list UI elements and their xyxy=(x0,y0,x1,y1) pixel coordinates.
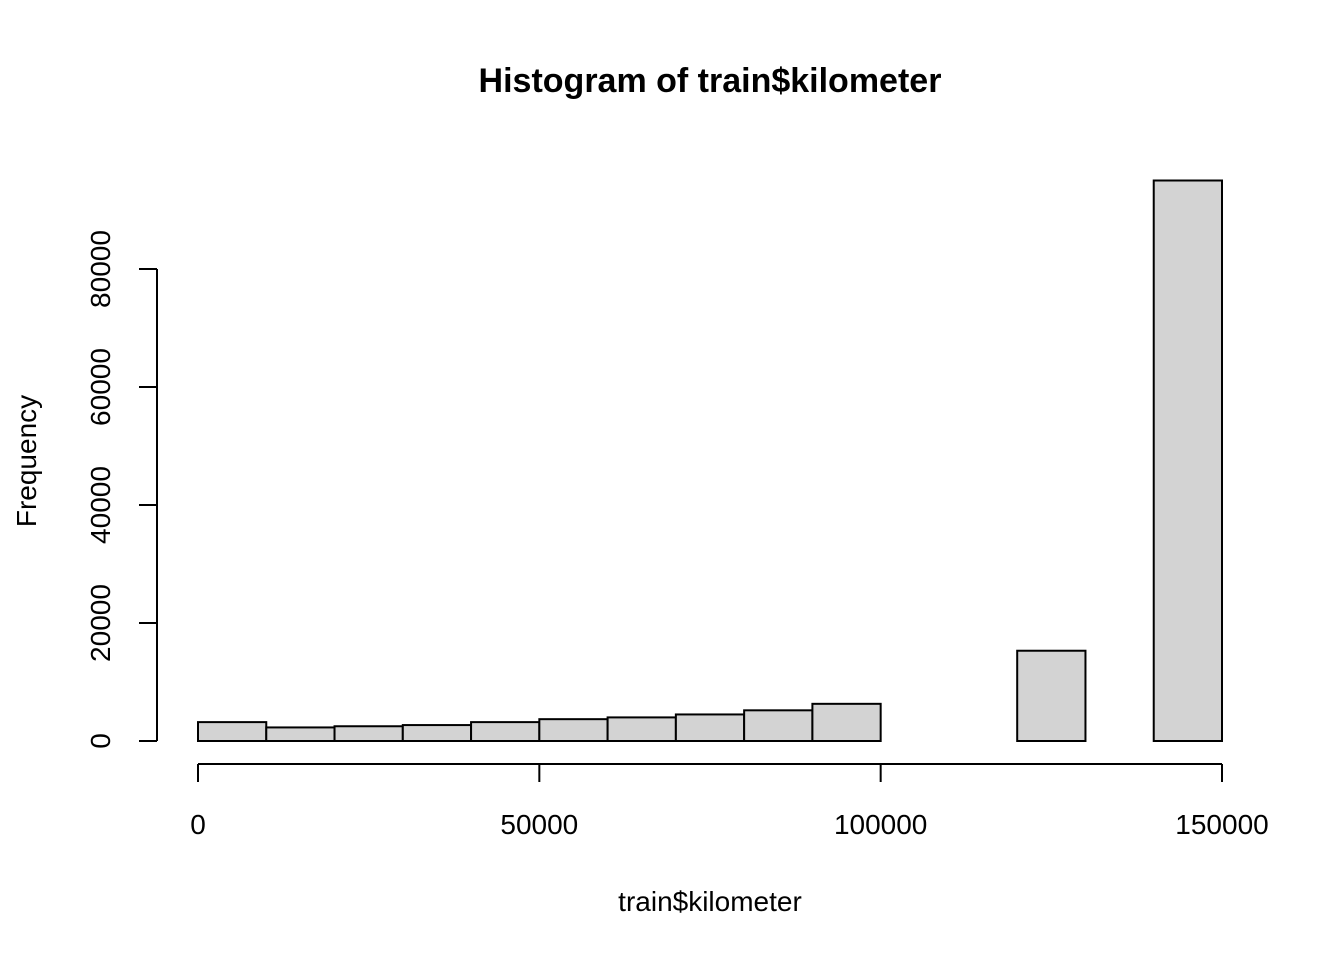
histogram-bar xyxy=(674,713,746,743)
y-tick-label: 80000 xyxy=(85,230,116,308)
x-tick-label: 0 xyxy=(190,809,206,840)
histogram-bar xyxy=(470,721,541,742)
histogram-bar xyxy=(265,726,336,742)
histogram-bar xyxy=(1016,649,1087,742)
histogram-bar xyxy=(538,718,609,742)
histogram-bar xyxy=(743,709,814,743)
y-axis: 0 20000 40000 60000 80000 xyxy=(85,230,158,749)
histogram-bar xyxy=(197,721,268,742)
chart-title: Histogram of train$kilometer xyxy=(479,62,942,100)
x-tick-label: 100000 xyxy=(834,809,927,840)
histogram-bar xyxy=(1152,179,1223,742)
histogram-bar xyxy=(606,716,677,743)
histogram-bar xyxy=(333,725,404,742)
x-tick-label: 50000 xyxy=(500,809,578,840)
y-tick-label: 60000 xyxy=(85,348,116,426)
histogram-bar xyxy=(811,702,882,743)
histogram-bar xyxy=(401,724,473,743)
x-tick-label: 150000 xyxy=(1175,809,1268,840)
x-axis: 0 50000 100000 150000 xyxy=(190,763,1269,840)
y-tick-label: 0 xyxy=(85,733,116,749)
y-tick-label: 20000 xyxy=(85,584,116,662)
bars-group xyxy=(197,179,1223,743)
y-axis-label: Frequency xyxy=(11,395,42,527)
x-axis-label: train$kilometer xyxy=(618,886,802,917)
y-tick-label: 40000 xyxy=(85,466,116,544)
